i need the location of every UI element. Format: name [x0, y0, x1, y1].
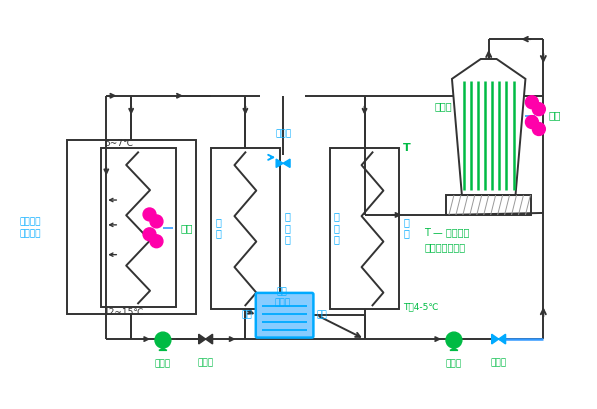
Text: 節流閥: 節流閥 — [491, 358, 507, 367]
Polygon shape — [159, 348, 167, 351]
Bar — [67, 140, 196, 314]
Circle shape — [533, 103, 545, 116]
Text: 節流閥: 節流閥 — [198, 358, 214, 367]
FancyBboxPatch shape — [256, 293, 313, 337]
Polygon shape — [450, 348, 458, 351]
Polygon shape — [452, 59, 525, 195]
Text: T — 環境溫度
（即室外溫度）: T — 環境溫度 （即室外溫度） — [424, 227, 469, 252]
Text: 蒸
發
器: 蒸 發 器 — [284, 211, 290, 245]
Circle shape — [143, 228, 156, 241]
Text: 單向閥: 單向閥 — [275, 130, 291, 139]
Text: 風機: 風機 — [181, 223, 193, 233]
Text: 放
熱: 放 熱 — [404, 217, 409, 238]
Circle shape — [143, 208, 156, 221]
Text: 液態: 液態 — [242, 311, 253, 320]
Bar — [101, 148, 176, 307]
Polygon shape — [492, 334, 498, 344]
Text: 氣態: 氣態 — [317, 311, 328, 320]
Circle shape — [150, 215, 163, 228]
Polygon shape — [205, 334, 213, 344]
Bar — [330, 148, 399, 309]
Circle shape — [525, 116, 538, 128]
Text: 冷
凝
器: 冷 凝 器 — [334, 211, 340, 245]
Polygon shape — [199, 334, 205, 344]
Circle shape — [525, 96, 538, 109]
Text: 用戶風機
盤管系統: 用戶風機 盤管系統 — [19, 217, 41, 238]
Text: 冷凍泵: 冷凍泵 — [155, 359, 171, 368]
Bar — [446, 195, 531, 215]
Circle shape — [150, 235, 163, 248]
Text: 風機: 風機 — [548, 110, 561, 121]
Polygon shape — [498, 334, 506, 344]
Text: 冷卻塔: 冷卻塔 — [435, 101, 452, 111]
Circle shape — [155, 332, 171, 348]
Text: 冷卻泵: 冷卻泵 — [446, 359, 462, 368]
Polygon shape — [283, 159, 290, 167]
Text: 12~15℃: 12~15℃ — [104, 308, 145, 317]
Text: 5~7℃: 5~7℃ — [104, 139, 134, 148]
Text: 吸
熱: 吸 熱 — [216, 217, 221, 238]
Text: 制冷
壓縮機: 制冷 壓縮機 — [274, 288, 290, 307]
Text: T: T — [404, 143, 411, 153]
Polygon shape — [276, 159, 283, 167]
Circle shape — [446, 332, 462, 348]
Bar — [211, 148, 280, 309]
Text: T＋4-5℃: T＋4-5℃ — [404, 302, 439, 311]
Circle shape — [533, 123, 545, 135]
